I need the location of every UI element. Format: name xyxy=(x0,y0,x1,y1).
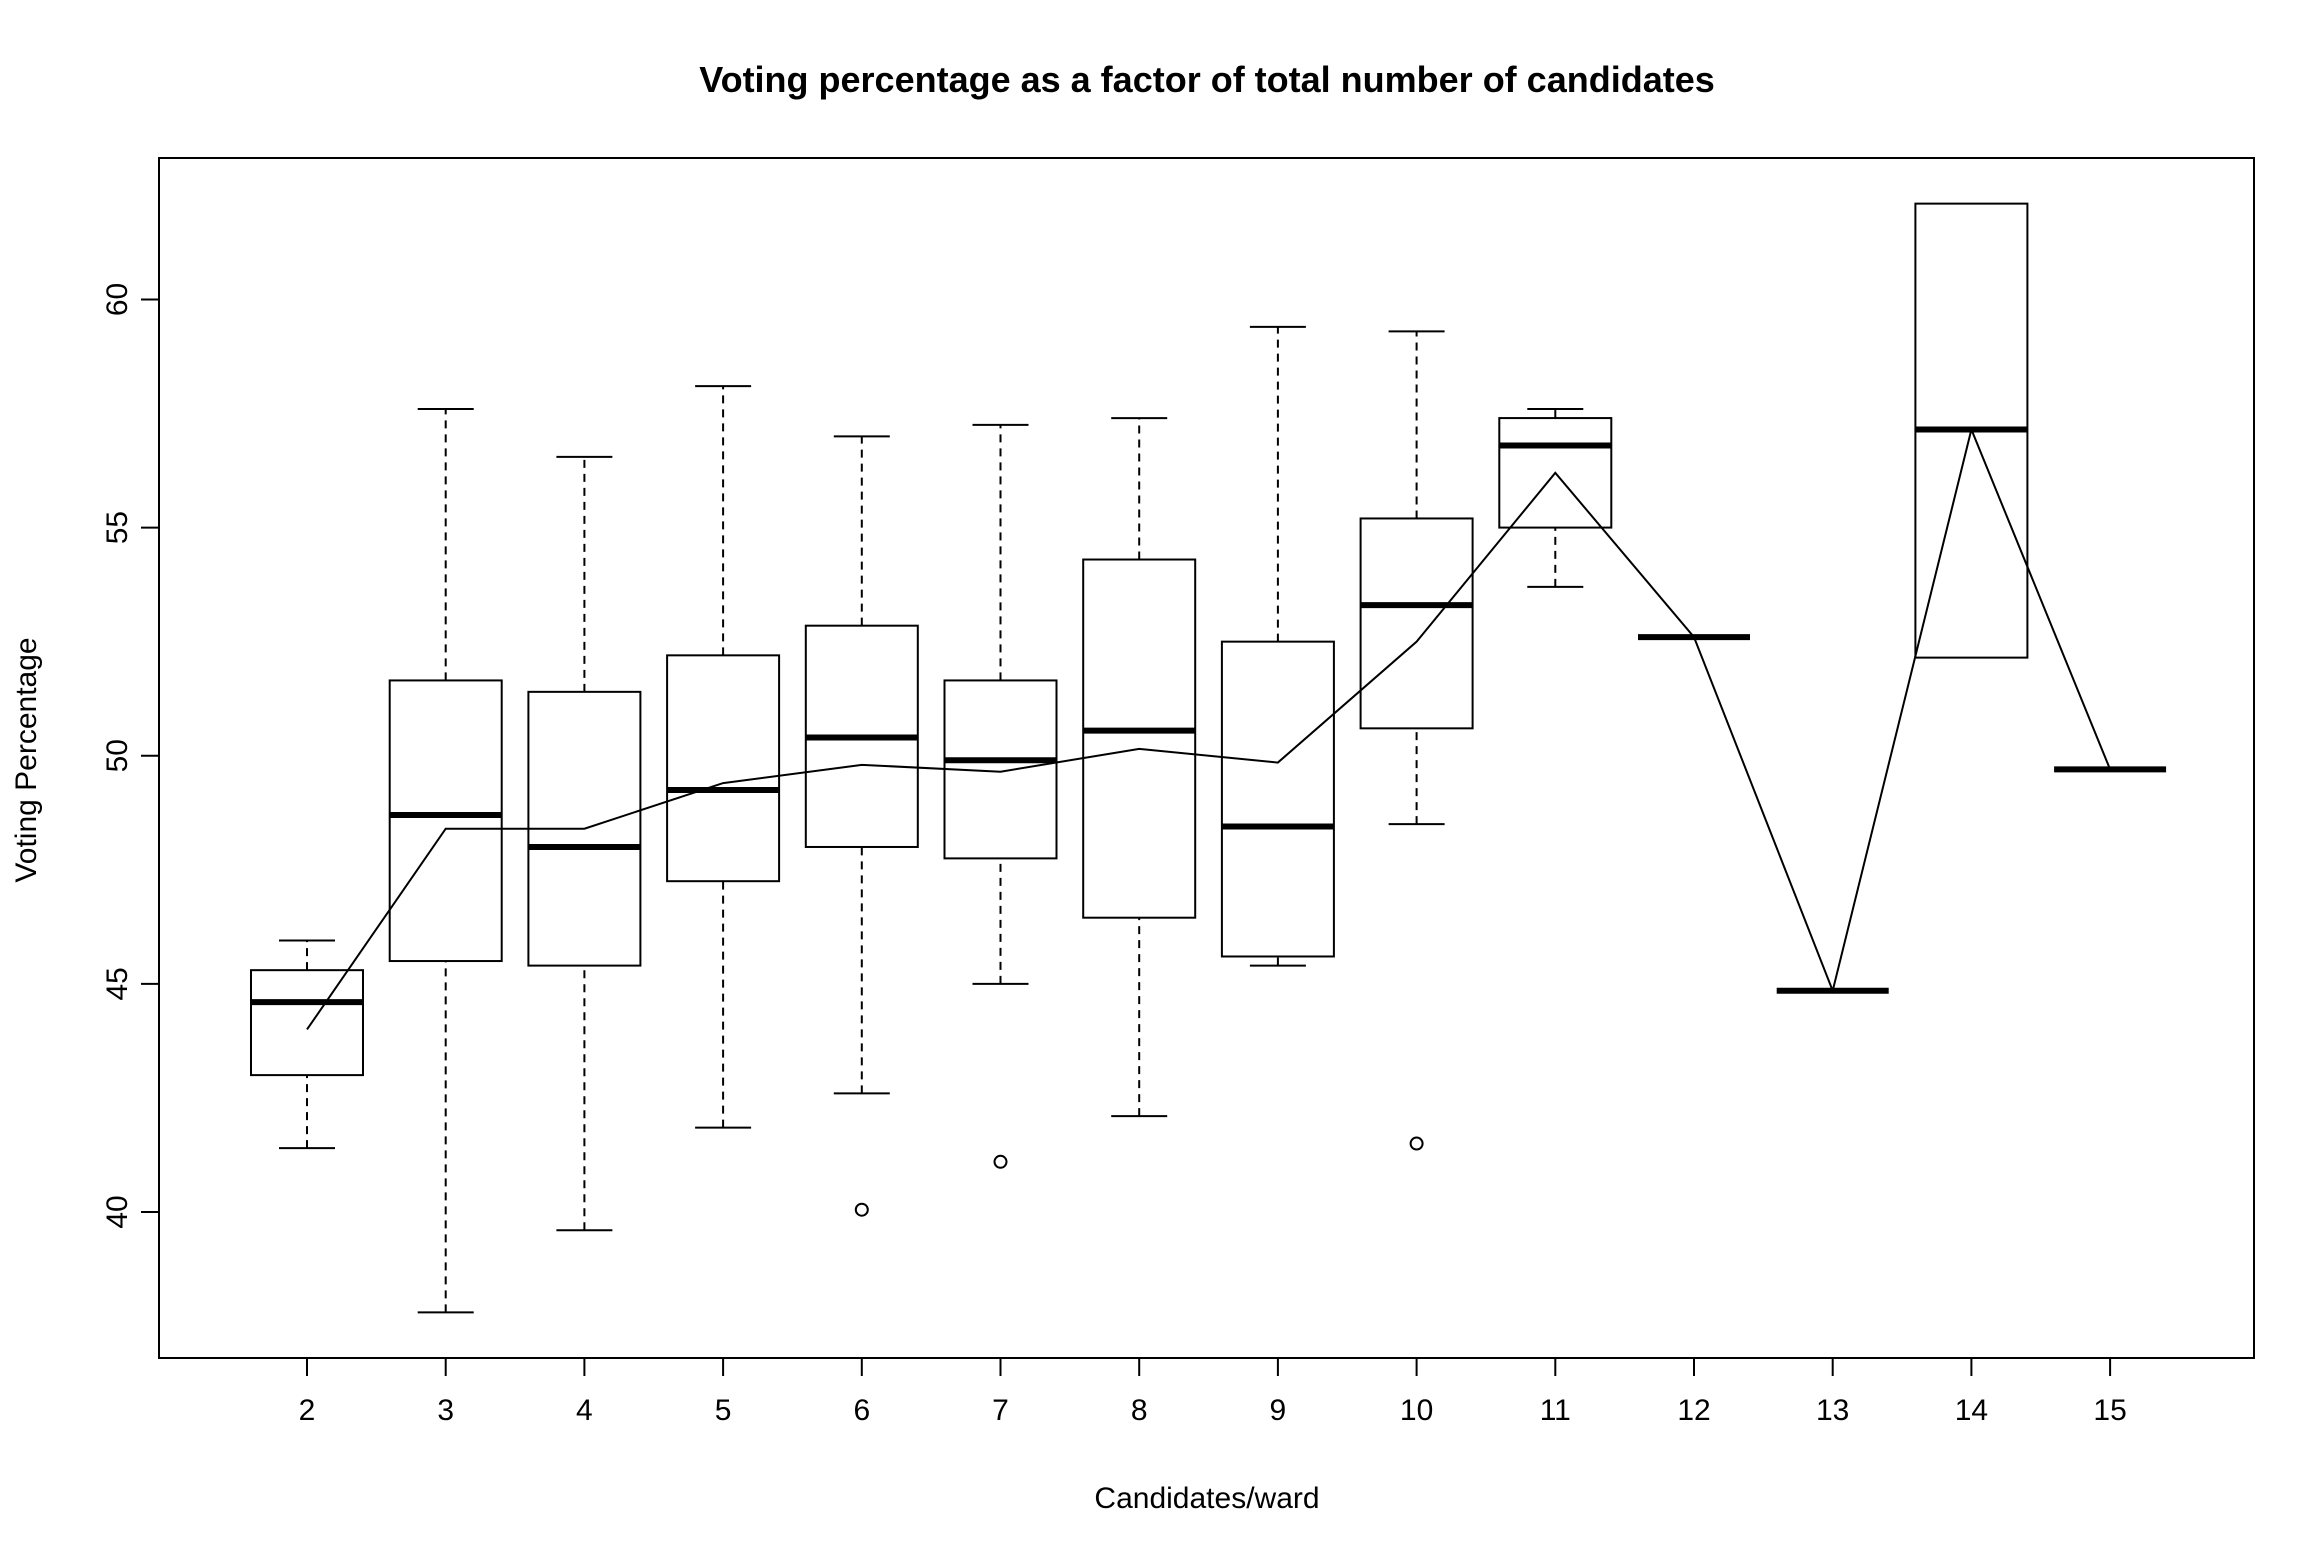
box-iqr xyxy=(388,679,503,963)
boxes xyxy=(250,202,2167,1314)
y-axis-label: Voting Percentage xyxy=(10,637,43,882)
box-iqr xyxy=(1220,640,1335,958)
x-tick-label: 4 xyxy=(576,1394,593,1427)
trend-line xyxy=(306,426,2112,1031)
x-tick-label: 9 xyxy=(1270,1394,1287,1427)
box-group xyxy=(666,385,781,1129)
box-iqr xyxy=(1359,517,1474,730)
box-group xyxy=(250,939,364,1150)
x-tick-label: 14 xyxy=(1955,1394,1988,1427)
box-group xyxy=(1082,417,1197,1118)
box-group xyxy=(388,407,503,1314)
box-iqr xyxy=(1082,558,1197,919)
x-tick-label: 6 xyxy=(853,1394,870,1427)
box-group xyxy=(1359,330,1474,1151)
box-iqr xyxy=(1498,417,1613,529)
y-tick-label: 45 xyxy=(101,967,134,1000)
box-iqr xyxy=(666,654,781,883)
chart-title: Voting percentage as a factor of total n… xyxy=(699,59,1715,100)
outlier-point xyxy=(1409,1136,1424,1151)
box-group xyxy=(1498,407,1613,588)
box-group xyxy=(1220,325,1335,967)
y-axis: 40 45 50 55 60 xyxy=(101,283,159,1229)
x-tick-label: 8 xyxy=(1131,1394,1148,1427)
x-axis: 2 3 4 5 6 7 8 9 10 11 12 13 14 15 xyxy=(299,1358,2127,1427)
box-group xyxy=(804,435,919,1217)
x-tick-label: 13 xyxy=(1816,1394,1849,1427)
box-group xyxy=(943,423,1058,1169)
x-tick-label: 12 xyxy=(1677,1394,1710,1427)
plot-frame xyxy=(158,157,2255,1359)
y-tick-label: 50 xyxy=(101,739,134,772)
y-tick-label: 55 xyxy=(101,511,134,544)
y-tick-label: 60 xyxy=(101,283,134,316)
x-tick-label: 7 xyxy=(992,1394,1009,1427)
x-tick-label: 2 xyxy=(299,1394,316,1427)
x-tick-label: 5 xyxy=(715,1394,732,1427)
box-iqr xyxy=(250,969,364,1077)
y-tick-label: 40 xyxy=(101,1195,134,1228)
x-tick-label: 15 xyxy=(2093,1394,2126,1427)
x-axis-label: Candidates/ward xyxy=(1094,1482,1319,1515)
outlier-point xyxy=(854,1202,869,1217)
x-tick-label: 11 xyxy=(1540,1394,1571,1427)
x-tick-label: 10 xyxy=(1400,1394,1433,1427)
outlier-point xyxy=(993,1154,1008,1169)
box-group xyxy=(527,455,642,1232)
x-tick-label: 3 xyxy=(437,1394,454,1427)
